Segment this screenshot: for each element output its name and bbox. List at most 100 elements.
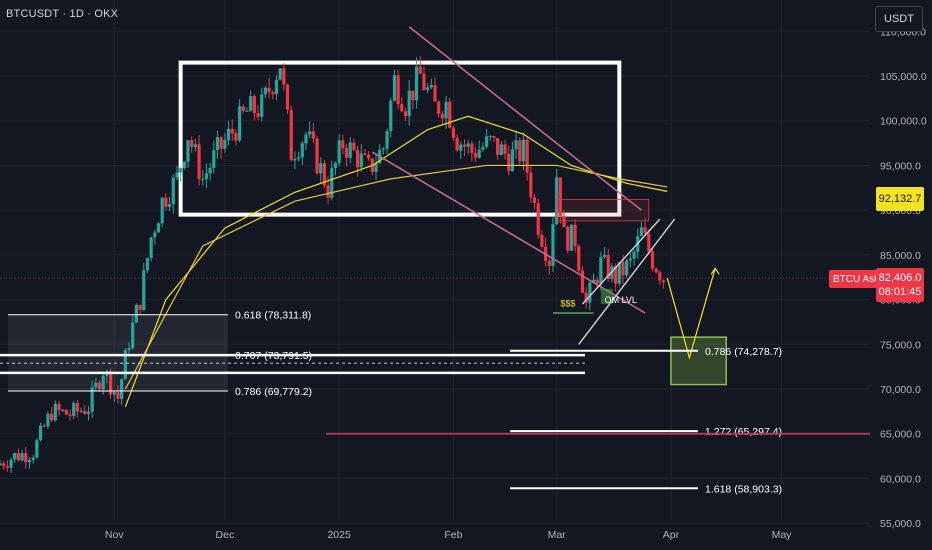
projection-path [666,268,716,360]
candle-body [355,149,360,168]
candle-body [485,136,489,147]
candle-body [179,168,183,173]
candle-body [414,66,419,101]
candle-body [614,266,618,284]
candle-body [167,204,172,207]
candle-body [661,280,666,283]
candle-body [617,262,621,284]
candle-body [625,260,629,276]
candle-body [344,148,349,158]
candle-body [348,142,352,158]
candle-body [499,144,503,156]
candle-body [540,234,544,247]
candle-body [90,387,94,412]
om-level-label: OM LVL [605,295,637,305]
candle-body [359,153,363,168]
time-axis[interactable]: Nov Dec 2025 Feb Mar Apr May [105,529,792,541]
candle-body [341,140,345,149]
candle-body [20,453,24,461]
resistance-band [556,199,650,222]
candle-body [212,150,216,168]
candle-body [35,440,39,458]
y-tick-label: 75,000.0 [880,339,921,351]
candle-body [440,113,444,119]
candle-body [595,279,599,284]
candle-body [577,246,581,271]
candle-body [529,172,533,198]
candle-body [333,162,338,169]
candle-body [0,463,2,466]
candle-body [215,137,220,151]
candle-body [9,459,13,468]
candle-body [249,96,253,111]
candle-body [97,382,102,390]
target-zone-box [670,336,727,386]
fib-label: 1.272 (65,297.4) [705,426,782,438]
candle-body [116,392,120,399]
candle-body [131,322,135,349]
currency-button[interactable]: USDT [875,6,923,32]
candle-body [367,154,371,159]
candle-body [293,158,297,161]
candle-body [599,257,603,284]
candle-body [160,197,164,224]
candle-body [426,87,430,91]
zones [8,60,727,392]
candle-body [650,251,655,269]
candle-body [418,66,422,74]
candle-body [234,133,238,141]
candle-body [389,100,393,132]
fib-label: 0.707 (73,791.5) [235,350,312,362]
candle-body [83,410,87,414]
wedge-upper-line [581,218,661,305]
candle-body [13,453,17,460]
om-level-box [600,288,613,305]
candle-body [466,143,470,147]
candle-body [2,463,6,467]
candle-body [591,279,596,283]
candle-body [42,425,46,427]
candle-body [271,92,275,95]
candle-body [79,410,83,412]
candle-body [282,68,286,85]
candle-body [197,144,201,179]
candle-body [551,224,555,267]
candle-body [53,403,57,421]
candle-body [503,144,507,154]
fib-label: 1.618 (58,903.3) [705,483,782,495]
candle-body [632,251,636,259]
candle-body [24,453,28,463]
candle-body [127,348,131,351]
candle-body [238,106,242,141]
candle-body [330,168,334,198]
candle-body [27,459,32,463]
ask-timer: 08:01:45 [878,286,922,298]
y-tick-label: 70,000.0 [880,384,921,396]
candle-body [437,101,441,114]
candle-body [496,137,500,156]
candle-body [156,223,161,233]
candle-body [226,128,231,141]
candle-body [462,144,467,147]
wedge-lower-line [578,218,676,345]
candle-body [392,75,397,101]
candle-body [86,411,91,414]
candle-body [149,237,153,259]
ma-fast-line [124,115,668,408]
candle-body [473,153,478,158]
candle-body [444,101,448,119]
candle-body [219,137,223,149]
candle-body [61,409,65,411]
liquidity-label: $$$ [560,299,575,309]
candle-body [514,140,518,150]
candle-body [573,224,577,247]
candle-body [311,131,315,139]
candle-body [525,139,529,173]
candle-body [547,260,551,267]
candle-body [289,109,293,161]
candle-body [621,262,625,276]
candle-body [263,87,268,95]
candle-body [403,111,408,116]
candle-body [208,167,212,174]
